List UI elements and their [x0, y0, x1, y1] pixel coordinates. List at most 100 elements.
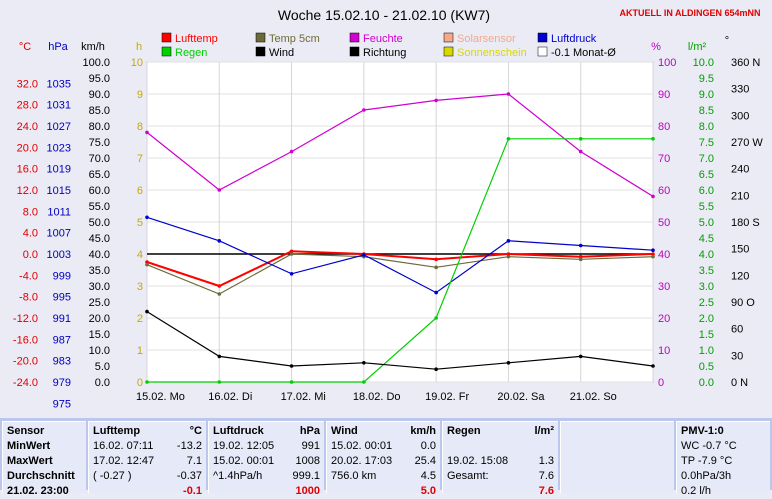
- sun-tick-9: 1: [137, 345, 143, 357]
- humidity-tick-1: 90: [658, 89, 670, 101]
- wind-tick-15: 25.0: [89, 297, 110, 309]
- sensor-row-current: 21.02. 23:00: [7, 485, 69, 497]
- legend-swatch-8: [443, 46, 454, 57]
- direction-tick-10: 60: [731, 324, 743, 336]
- pressure-header: Luftdruck: [213, 425, 264, 437]
- sun-tick-1: 9: [137, 89, 143, 101]
- temp-tick-11: -12.0: [13, 313, 38, 325]
- series-point-1-2: [289, 252, 294, 256]
- sun-tick-7: 3: [137, 281, 143, 293]
- wind-tick-10: 50.0: [89, 217, 110, 229]
- series-point-1-5: [506, 254, 511, 259]
- wind-header-unit: km/h: [410, 425, 436, 437]
- weather-chart: Woche 15.02.10 - 21.02.10 (KW7) AKTUELL …: [13, 7, 763, 410]
- location-label: AKTUELL IN ALDINGEN 654mNN: [619, 8, 760, 18]
- wind-distance: 756.0 km: [331, 470, 377, 482]
- pressure-tick-15: 975: [53, 398, 71, 410]
- humidity-tick-10: 0: [658, 377, 664, 389]
- temp-tick-10: -8.0: [19, 292, 38, 304]
- wind-max-value: 25.4: [414, 455, 436, 467]
- sensor-header: Sensor: [7, 425, 45, 437]
- stats-wind-box: Wind km/h 15.02. 00:01 0.0 20.02. 17:03 25.…: [326, 421, 440, 497]
- direction-tick-4: 240: [731, 164, 749, 176]
- legend-swatch-1: [255, 32, 266, 43]
- wind-tick-17: 15.0: [89, 329, 110, 341]
- series-point-5-4: [434, 367, 438, 372]
- stats-pmv-box: PMV-1:0 WC -0.7 °C TP -7.9 °C 0.0hPa/3h …: [676, 421, 770, 497]
- rain-tick-20: 0.0: [699, 377, 714, 389]
- series-line-feuchte: [146, 93, 654, 197]
- temp-tick-8: 0.0: [23, 249, 38, 261]
- temp-max-value: 7.1: [186, 455, 202, 467]
- temp-tick-2: 24.0: [17, 121, 38, 133]
- series-point-0-4: [434, 257, 438, 262]
- series-point-2-5: [506, 92, 511, 96]
- wind-tick-16: 20.0: [89, 313, 110, 325]
- temp-header: Lufttemp: [93, 425, 141, 437]
- series-point-2-2: [289, 149, 294, 154]
- rain-header: Regen: [447, 425, 481, 437]
- series-point-4-4: [434, 316, 438, 320]
- legend-label-9: -0.1 Monat-Ø: [551, 47, 616, 59]
- rain-total-label: Gesamt:: [447, 470, 489, 482]
- wind-avg-value: 4.5: [420, 470, 436, 482]
- series-point-1-1: [217, 292, 222, 296]
- rain-tick-15: 2.5: [699, 297, 714, 309]
- pressure-min-value: 991: [301, 440, 320, 452]
- sun-tick-10: 0: [137, 377, 143, 389]
- pressure-tick-9: 999: [53, 270, 71, 282]
- wind-tick-3: 85.0: [89, 105, 110, 117]
- sun-tick-2: 8: [137, 121, 143, 133]
- temp-tick-7: 4.0: [23, 228, 38, 240]
- pressure-tick-5: 1015: [47, 185, 71, 197]
- pressure-tick-2: 1027: [47, 121, 71, 133]
- series-point-5-0: [145, 309, 149, 314]
- legend-swatch-7: [349, 46, 360, 57]
- wind-tick-6: 70.0: [89, 153, 110, 165]
- series-point-4-6: [578, 137, 583, 141]
- rain-header-unit: l/m²: [534, 425, 554, 437]
- legend-label-7: Richtung: [363, 47, 406, 59]
- legend-swatch-6: [255, 46, 266, 57]
- direction-tick-6: 180 S: [731, 217, 760, 229]
- series-point-2-0: [145, 130, 149, 135]
- series-point-4-0: [145, 380, 149, 384]
- humidity-tick-0: 100: [658, 57, 676, 69]
- legend-swatch-5: [161, 46, 172, 57]
- stats-pressure-box: Luftdruck hPa 19.02. 12:05 991 15.02. 00:0…: [208, 421, 324, 497]
- wind-tick-8: 60.0: [89, 185, 110, 197]
- series-line-regen: [147, 138, 653, 383]
- temp-tick-12: -16.0: [13, 334, 38, 346]
- pressure-current-value: 1000: [295, 485, 320, 497]
- wind-tick-2: 90.0: [89, 89, 110, 101]
- rain-tick-0: 10.0: [693, 57, 714, 69]
- series-point-4-1: [217, 380, 222, 384]
- rain-tick-2: 9.0: [699, 89, 714, 101]
- series-point-1-0: [145, 262, 149, 267]
- pressure-tick-1: 1031: [47, 100, 71, 112]
- wind-tick-0: 100.0: [82, 57, 110, 69]
- rain-tick-4: 8.0: [699, 121, 714, 133]
- legend-label-0: Lufttemp: [175, 33, 218, 45]
- series-point-2-6: [578, 149, 583, 154]
- wind-current-value: 5.0: [420, 485, 436, 497]
- pressure-tick-12: 987: [53, 334, 71, 346]
- stats-rain-box: Regen l/m² 19.02. 15:08 1.3 Gesamt: 7.6 7.6: [442, 421, 558, 497]
- legend-label-3: Solarsensor: [457, 33, 516, 45]
- rain-max-time: 19.02. 15:08: [447, 455, 509, 467]
- series-point-3-6: [578, 243, 583, 248]
- stats-empty-box: [560, 421, 674, 493]
- temp-current-value: -0.1: [183, 485, 202, 497]
- pressure-tick-11: 991: [53, 313, 71, 325]
- legend-label-2: Feuchte: [363, 33, 403, 45]
- pmv-rain-rate: 0.2 l/h: [681, 485, 711, 497]
- temp-min-time: 16.02. 07:11: [93, 440, 154, 452]
- legend-swatch-3: [443, 32, 454, 43]
- temp-tick-14: -24.0: [13, 377, 38, 389]
- direction-tick-3: 270 W: [731, 137, 763, 149]
- sensor-row-avg: Durchschnitt: [7, 470, 75, 482]
- rain-total-value: 7.6: [538, 470, 554, 482]
- humidity-tick-7: 30: [658, 281, 670, 293]
- wind-tick-5: 75.0: [89, 137, 110, 149]
- wind-max-time: 20.02. 17:03: [331, 455, 393, 467]
